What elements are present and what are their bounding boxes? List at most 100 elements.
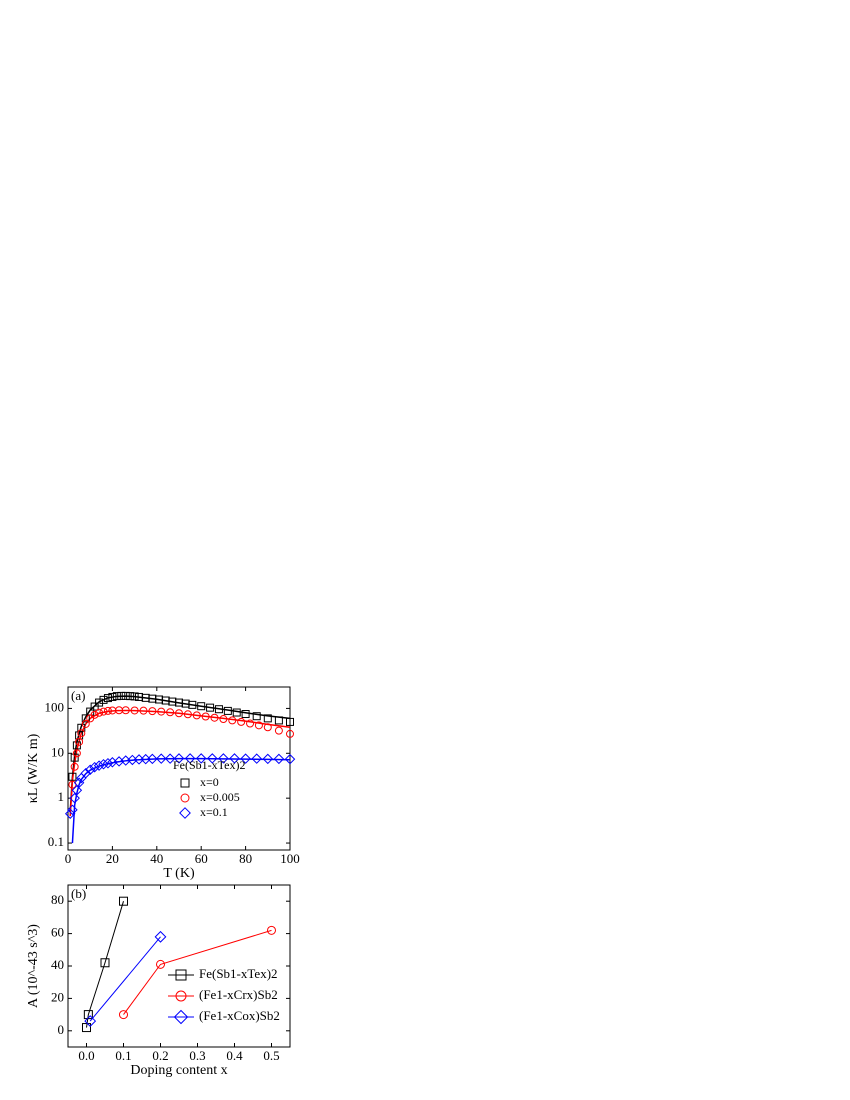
marker: [154, 930, 167, 943]
legend-marker: [179, 807, 191, 819]
marker: [214, 705, 223, 714]
marker: [232, 708, 241, 717]
marker: [267, 925, 276, 935]
x-axis-label: Doping content x: [130, 1063, 227, 1078]
legend-marker: [173, 1009, 189, 1025]
marker: [103, 694, 112, 703]
marker: [99, 707, 108, 716]
y-tick-label: 100: [45, 699, 65, 714]
marker: [175, 709, 183, 718]
y-tick-label: 0: [58, 1022, 65, 1037]
marker: [240, 753, 251, 764]
marker: [197, 702, 206, 711]
marker: [70, 762, 79, 771]
marker: [117, 691, 126, 700]
x-tick-label: 100: [280, 851, 300, 866]
marker: [68, 772, 77, 781]
x-tick-label: 0.2: [152, 1048, 168, 1063]
marker: [284, 753, 296, 765]
marker: [206, 703, 215, 712]
marker: [147, 753, 158, 765]
marker: [72, 749, 81, 758]
marker: [219, 715, 228, 724]
marker: [83, 1010, 93, 1020]
legend-label: Fe(Sb1-xTex)2: [199, 966, 278, 981]
marker: [210, 713, 219, 722]
marker: [223, 706, 232, 715]
marker: [112, 692, 121, 701]
marker: [70, 753, 79, 762]
series-line: [123, 929, 272, 1015]
marker: [166, 708, 175, 717]
marker: [201, 712, 210, 721]
marker: [207, 753, 218, 764]
marker: [286, 717, 294, 726]
series-line: [86, 901, 124, 1028]
y-tick-label: 10: [51, 744, 64, 759]
x-tick-label: 80: [239, 851, 252, 866]
marker: [254, 721, 263, 730]
x-tick-label: 0.4: [226, 1048, 243, 1063]
marker: [218, 753, 229, 764]
y-tick-label: 40: [51, 957, 64, 972]
legend-label: (Fe1-xCrx)Sb2: [199, 987, 278, 1002]
legend-label: x=0.1: [200, 805, 228, 819]
legend-marker: [180, 793, 190, 803]
legend-label: (Fe1-xCox)Sb2: [199, 1008, 280, 1023]
x-tick-label: 0.5: [263, 1048, 279, 1063]
marker: [103, 706, 112, 715]
x-tick-label: 0.1: [115, 1048, 131, 1063]
legend-title: Fe(Sb1-xTex)2: [173, 758, 245, 772]
legend-marker: [175, 990, 187, 1002]
x-tick-label: 0: [65, 851, 72, 866]
marker: [82, 1023, 91, 1033]
y-tick-label: 0.1: [48, 834, 64, 849]
marker: [77, 729, 86, 738]
marker: [251, 753, 262, 764]
x-tick-label: 40: [150, 851, 163, 866]
marker: [183, 710, 192, 719]
marker: [139, 706, 148, 715]
y-axis-label: A (10^-43 s^3): [26, 924, 41, 1008]
marker: [188, 700, 197, 709]
marker: [121, 706, 130, 715]
marker: [148, 707, 157, 716]
marker: [156, 959, 165, 969]
y-tick-label: 80: [51, 892, 64, 907]
marker: [241, 710, 250, 719]
marker: [67, 804, 78, 816]
legend-marker: [175, 969, 187, 981]
marker: [130, 692, 139, 701]
y-tick-label: 60: [51, 925, 64, 940]
marker: [164, 753, 176, 764]
y-tick-label: 1: [58, 789, 65, 804]
marker: [184, 753, 196, 764]
marker: [71, 785, 83, 796]
marker: [274, 716, 283, 725]
marker: [100, 958, 110, 968]
marker: [262, 753, 274, 765]
x-tick-label: 0.0: [78, 1048, 94, 1063]
marker: [195, 753, 207, 764]
marker: [84, 764, 96, 775]
marker: [108, 692, 117, 701]
marker: [119, 1010, 128, 1020]
marker: [263, 714, 272, 723]
marker: [75, 731, 84, 740]
marker: [126, 692, 135, 701]
marker: [252, 712, 261, 721]
y-axis-label: κL (W/K m): [26, 733, 41, 803]
x-tick-label: 60: [195, 851, 208, 866]
marker: [64, 808, 76, 819]
marker: [274, 726, 283, 735]
marker: [237, 717, 246, 726]
marker: [155, 753, 167, 764]
marker: [89, 761, 100, 773]
marker: [81, 714, 90, 723]
plot-frame: [67, 686, 291, 851]
legend-marker: [180, 778, 190, 788]
marker: [229, 753, 240, 764]
marker: [75, 737, 84, 746]
x-tick-label: 20: [106, 851, 119, 866]
